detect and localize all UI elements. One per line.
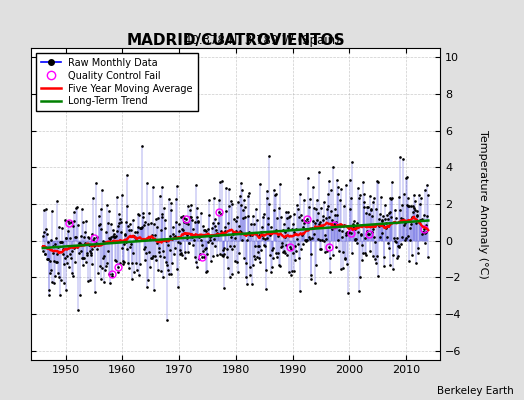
Y-axis label: Temperature Anomaly (°C): Temperature Anomaly (°C) <box>478 130 488 278</box>
Legend: Raw Monthly Data, Quality Control Fail, Five Year Moving Average, Long-Term Tren: Raw Monthly Data, Quality Control Fail, … <box>36 53 198 111</box>
Text: Berkeley Earth: Berkeley Earth <box>437 386 514 396</box>
Title: MADRID/CUATROVIENTOS: MADRID/CUATROVIENTOS <box>126 33 345 48</box>
Text: 40.378 N, 3.789 W (Spain): 40.378 N, 3.789 W (Spain) <box>184 34 340 47</box>
